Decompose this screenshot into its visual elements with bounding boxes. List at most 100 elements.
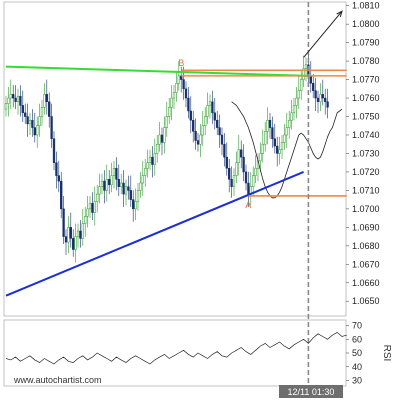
candle-body	[50, 116, 53, 139]
candle-body	[218, 127, 221, 136]
candle-body	[199, 134, 202, 145]
candle-body	[213, 112, 216, 121]
candle-body	[124, 186, 128, 195]
candle-body	[144, 167, 147, 176]
candle-body	[285, 127, 288, 136]
candle-body	[242, 156, 245, 173]
candle-body	[98, 186, 101, 195]
candle-body	[67, 227, 70, 243]
price-tick-label: 1.0800	[352, 19, 380, 29]
support-trendline	[5, 171, 304, 297]
rsi-axis-label: RSI	[381, 345, 392, 362]
candle-body	[326, 101, 329, 108]
candle-body	[127, 186, 130, 191]
price-tick-label: 1.0720	[352, 167, 380, 177]
source-watermark: www.autochartist.com	[13, 375, 102, 385]
candle-body	[69, 227, 72, 239]
candle-body	[278, 149, 281, 154]
candle-body	[288, 119, 291, 128]
candle-body	[91, 203, 94, 213]
price-tick-label: 1.0780	[352, 56, 380, 66]
candle-body	[96, 193, 99, 202]
candle-body	[19, 95, 22, 106]
candle-body	[72, 238, 75, 250]
candle-body	[206, 105, 209, 117]
candle-body	[276, 145, 279, 154]
price-tick-label: 1.0810	[352, 1, 380, 11]
candle-body	[74, 236, 77, 250]
candle-body	[187, 97, 190, 112]
resistance-trendline	[5, 65, 309, 77]
candle-body	[211, 101, 214, 114]
candle-body	[304, 64, 308, 69]
candle-body	[223, 143, 226, 158]
candle-body	[163, 127, 166, 143]
candle-body	[201, 125, 204, 136]
candle-body	[28, 119, 32, 125]
candle-body	[153, 153, 156, 165]
candle-body	[261, 143, 264, 154]
candle-body	[268, 119, 272, 128]
candle-body	[237, 149, 240, 163]
candle-body	[48, 101, 51, 117]
candle-body	[170, 97, 173, 108]
candle-body	[146, 162, 149, 169]
candle-body	[208, 101, 212, 106]
candle-body	[259, 153, 262, 162]
current-time-badge: 12/11 01:30	[279, 385, 343, 398]
candle-body	[43, 94, 46, 108]
candle-body	[151, 156, 154, 165]
candle-body	[86, 208, 89, 217]
current-time-badge-bg	[279, 385, 343, 398]
candle-body	[24, 112, 27, 117]
candle-body	[172, 92, 176, 99]
candle-body	[297, 90, 300, 99]
candle-body	[55, 162, 58, 176]
candle-body	[52, 138, 56, 163]
candle-body	[220, 134, 224, 145]
price-tick-label: 1.0670	[352, 259, 380, 269]
candle-body	[81, 223, 84, 239]
rsi-tick-label: 40	[352, 362, 362, 372]
candle-body	[38, 116, 41, 127]
candle-body	[158, 134, 161, 145]
rsi-tick-label: 70	[352, 321, 362, 331]
pattern-point-a: A	[245, 200, 251, 210]
candle-body	[283, 134, 286, 143]
candle-body	[264, 131, 267, 145]
candle-body	[271, 127, 274, 139]
candle-body	[247, 182, 250, 195]
candle-body	[79, 230, 82, 239]
candle-body	[148, 156, 152, 163]
candle-body	[134, 201, 137, 210]
pattern-point-b: B	[178, 58, 184, 68]
candle-body	[62, 208, 65, 237]
candle-body	[165, 116, 168, 128]
candle-body	[9, 94, 12, 99]
candle-body	[235, 162, 238, 176]
candle-body	[240, 149, 243, 158]
candle-body	[309, 75, 312, 84]
candle-body	[12, 94, 15, 99]
candle-body	[295, 97, 298, 106]
price-panel-frame	[3, 1, 347, 317]
candle-body	[228, 167, 231, 180]
candle-body	[319, 94, 322, 102]
price-tick-label: 1.0690	[352, 222, 380, 232]
rsi-tick-label: 60	[352, 334, 362, 344]
candle-body	[36, 125, 39, 136]
candle-body	[196, 140, 200, 145]
price-tick-label: 1.0730	[352, 148, 380, 158]
candle-body	[105, 179, 108, 191]
candle-body	[64, 236, 68, 243]
candle-body	[324, 97, 327, 102]
price-tick-label: 1.0680	[352, 241, 380, 251]
candle-body	[266, 119, 269, 132]
price-tick-label: 1.0790	[352, 38, 380, 48]
candle-body	[182, 79, 185, 90]
current-time-label: 12/11 01:30	[288, 387, 335, 397]
price-panel: 1.0810 1.0800 1.0790 1.0780 1.0770 1.0760 1.07…	[3, 1, 380, 396]
candle-body	[40, 107, 44, 117]
